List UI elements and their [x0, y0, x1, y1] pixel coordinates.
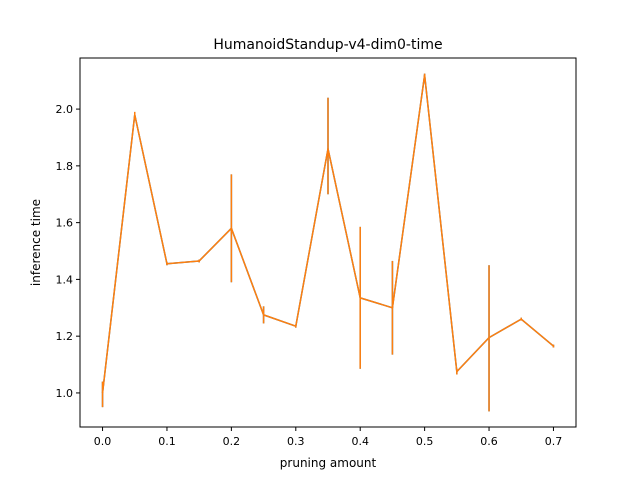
- series-1: [101, 73, 555, 412]
- x-tick-label: 0.1: [158, 435, 176, 448]
- x-tick-label: 0.6: [480, 435, 498, 448]
- x-tick-label: 0.2: [223, 435, 241, 448]
- x-tick-label: 0.3: [287, 435, 305, 448]
- x-tick-label: 0.0: [94, 435, 112, 448]
- chart-title: HumanoidStandup-v4-dim0-time: [213, 37, 442, 53]
- axes-frame: [79, 57, 577, 428]
- y-axis-label: inference time: [29, 199, 43, 286]
- x-axis: 0.0 0.1 0.2 0.3 0.4 0.5 0.6 0.7: [94, 427, 562, 448]
- x-tick-label: 0.7: [545, 435, 563, 448]
- plot-area: [101, 73, 555, 412]
- y-tick-label: 1.4: [56, 273, 74, 286]
- x-axis-label: pruning amount: [280, 456, 377, 470]
- y-tick-label: 2.0: [56, 103, 74, 116]
- x-tick-label: 0.4: [351, 435, 369, 448]
- y-tick-label: 1.8: [56, 160, 74, 173]
- y-tick-label: 1.6: [56, 217, 74, 230]
- y-tick-label: 1.2: [56, 330, 74, 343]
- y-axis: 1.0 1.2 1.4 1.6 1.8 2.0: [56, 103, 80, 400]
- x-tick-label: 0.5: [416, 435, 434, 448]
- y-tick-label: 1.0: [56, 387, 74, 400]
